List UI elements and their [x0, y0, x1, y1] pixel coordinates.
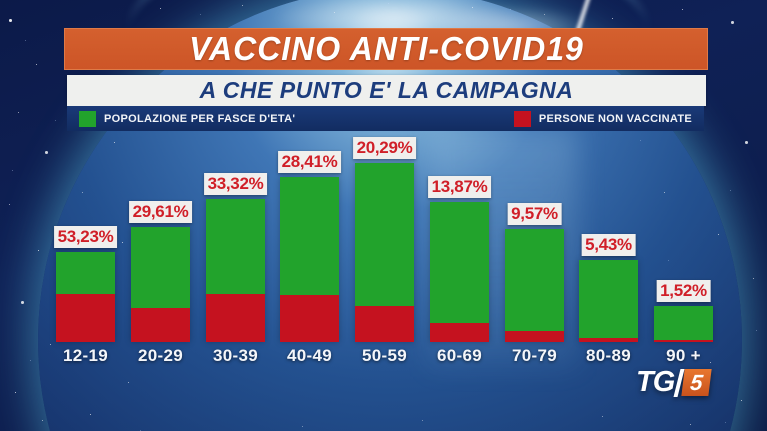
tg5-logo-number: 5	[681, 369, 712, 396]
x-axis-label: 60-69	[437, 346, 482, 365]
x-axis-label: 50-59	[362, 346, 407, 365]
non-vaccinated-segment	[430, 323, 489, 342]
x-axis-label: 80-89	[586, 346, 631, 365]
population-bar	[579, 260, 638, 342]
non-vaccinated-segment	[654, 340, 713, 342]
legend-item-population: POPOLAZIONE PER FASCE D'ETA'	[79, 110, 296, 127]
non-vaccinated-segment	[505, 331, 564, 342]
non-vaccinated-segment	[131, 308, 190, 342]
tg5-logo: TG 5	[636, 366, 712, 399]
value-label: 28,41%	[277, 151, 342, 173]
non-vaccinated-segment	[355, 306, 414, 342]
population-bar	[430, 202, 489, 342]
legend-label: POPOLAZIONE PER FASCE D'ETA'	[104, 112, 296, 125]
x-axis-label: 20-29	[138, 346, 183, 365]
legend-label: PERSONE NON VACCINATE	[538, 112, 692, 125]
legend-item-nonvaccinated: PERSONE NON VACCINATE	[513, 110, 692, 127]
x-axis-label: 40-49	[287, 346, 332, 365]
green-swatch-icon	[79, 110, 96, 127]
page-title: VACCINO ANTI-COVID19	[188, 30, 584, 67]
non-vaccinated-segment	[280, 295, 339, 342]
value-label: 13,87%	[427, 176, 492, 198]
population-bar	[56, 252, 115, 342]
value-label: 20,29%	[352, 137, 417, 159]
non-vaccinated-segment	[579, 338, 638, 342]
x-axis-label: 70-79	[512, 346, 557, 365]
value-label: 53,23%	[53, 226, 118, 248]
population-bar	[355, 163, 414, 342]
x-axis-label: 12-19	[63, 346, 108, 365]
value-label: 29,61%	[128, 201, 193, 223]
value-label: 33,32%	[203, 173, 268, 195]
population-bar	[131, 227, 190, 342]
x-axis-label: 90 +	[666, 346, 701, 365]
non-vaccinated-segment	[206, 294, 265, 342]
value-label: 1,52%	[656, 280, 711, 302]
chart-legend: POPOLAZIONE PER FASCE D'ETA' PERSONE NON…	[67, 106, 704, 131]
population-bar	[505, 229, 564, 342]
x-axis-label: 30-39	[213, 346, 258, 365]
red-swatch-icon	[513, 110, 531, 127]
population-bar	[654, 306, 713, 342]
value-label: 9,57%	[507, 203, 562, 225]
page-subtitle: A CHE PUNTO E' LA CAMPAGNA	[199, 77, 574, 103]
subtitle-banner: A CHE PUNTO E' LA CAMPAGNA	[67, 75, 706, 106]
title-banner: VACCINO ANTI-COVID19	[64, 28, 708, 70]
population-bar	[206, 199, 265, 342]
tg5-logo-text: TG	[636, 366, 675, 398]
non-vaccinated-segment	[56, 294, 115, 342]
population-bar	[280, 177, 339, 342]
value-label: 5,43%	[581, 234, 636, 256]
